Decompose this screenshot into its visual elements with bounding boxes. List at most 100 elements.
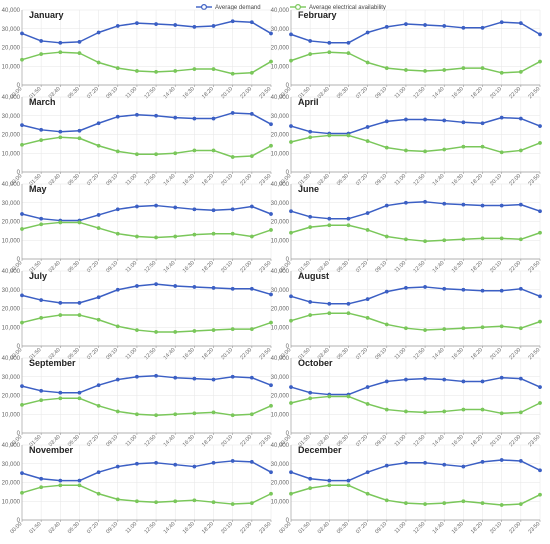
point-demand bbox=[249, 204, 254, 209]
x-tick-label: 05:30 bbox=[67, 260, 81, 274]
point-availability bbox=[308, 225, 313, 230]
point-demand bbox=[96, 295, 101, 300]
point-availability bbox=[538, 319, 542, 324]
x-tick-label: 05:30 bbox=[67, 521, 81, 535]
point-availability bbox=[480, 66, 485, 71]
point-demand bbox=[327, 301, 332, 306]
point-demand bbox=[77, 39, 82, 44]
point-demand bbox=[39, 38, 44, 43]
x-tick-label: 16:30 bbox=[182, 260, 196, 274]
point-demand bbox=[58, 300, 63, 305]
point-demand bbox=[211, 377, 216, 382]
point-demand bbox=[538, 209, 542, 214]
point-demand bbox=[499, 375, 504, 380]
point-availability bbox=[518, 326, 523, 331]
y-tick-label: 30,000 bbox=[271, 375, 290, 381]
panel-december: 0 10,000 20,000 30,000 40,000 00:00 01:50 03:40… bbox=[271, 443, 542, 535]
point-demand bbox=[77, 478, 82, 483]
point-demand bbox=[211, 285, 216, 290]
point-availability bbox=[384, 66, 389, 71]
point-demand bbox=[269, 31, 273, 36]
x-tick-label: 22:00 bbox=[239, 521, 253, 535]
point-availability bbox=[173, 234, 178, 239]
point-availability bbox=[154, 329, 159, 334]
y-tick-label: 30,000 bbox=[271, 462, 290, 468]
x-tick-label: 14:40 bbox=[163, 347, 177, 361]
x-tick-label: 01:50 bbox=[29, 521, 43, 535]
x-tick-label: 20:10 bbox=[489, 434, 503, 448]
point-demand bbox=[77, 128, 82, 133]
x-tick-label: 07:20 bbox=[86, 521, 100, 535]
x-tick-label: 18:20 bbox=[201, 434, 215, 448]
x-tick-label: 16:30 bbox=[451, 521, 465, 535]
point-demand bbox=[211, 208, 216, 213]
point-availability bbox=[423, 328, 428, 333]
point-availability bbox=[384, 322, 389, 327]
point-availability bbox=[346, 311, 351, 316]
y-tick-label: 40,000 bbox=[271, 182, 290, 188]
point-availability bbox=[461, 144, 466, 149]
x-tick-label: 07:20 bbox=[86, 86, 100, 100]
point-availability bbox=[518, 410, 523, 415]
x-tick-label: 16:30 bbox=[182, 347, 196, 361]
x-tick-label: 12:50 bbox=[144, 521, 158, 535]
point-demand bbox=[58, 478, 63, 483]
point-demand bbox=[308, 299, 313, 304]
panel-title: August bbox=[298, 271, 329, 281]
x-tick-label: 05:30 bbox=[336, 260, 350, 274]
point-availability bbox=[115, 231, 120, 236]
y-tick-label: 10,000 bbox=[271, 325, 290, 331]
point-demand bbox=[230, 19, 235, 24]
point-availability bbox=[384, 145, 389, 150]
y-tick-label: 0 bbox=[17, 257, 21, 263]
point-demand bbox=[134, 461, 139, 466]
point-availability bbox=[96, 403, 101, 408]
point-availability bbox=[249, 234, 254, 239]
point-demand bbox=[346, 40, 351, 45]
point-availability bbox=[230, 413, 235, 418]
x-tick-label: 09:10 bbox=[105, 86, 119, 100]
point-demand bbox=[96, 212, 101, 217]
point-demand bbox=[518, 286, 523, 291]
point-demand bbox=[77, 300, 82, 305]
point-availability bbox=[480, 325, 485, 330]
y-tick-label: 20,000 bbox=[271, 133, 290, 139]
point-availability bbox=[77, 136, 82, 141]
point-availability bbox=[289, 318, 293, 323]
point-availability bbox=[39, 485, 44, 490]
x-tick-label: 09:10 bbox=[105, 521, 119, 535]
point-availability bbox=[20, 142, 24, 147]
point-availability bbox=[58, 50, 63, 55]
point-availability bbox=[327, 311, 332, 316]
point-demand bbox=[154, 460, 159, 465]
point-availability bbox=[58, 135, 63, 140]
point-availability bbox=[423, 502, 428, 507]
point-demand bbox=[192, 284, 197, 289]
series-line-availability bbox=[290, 395, 541, 415]
y-tick-label: 0 bbox=[286, 344, 290, 350]
point-demand bbox=[384, 119, 389, 124]
point-demand bbox=[154, 282, 159, 287]
point-availability bbox=[39, 398, 44, 403]
point-demand bbox=[269, 470, 273, 475]
x-tick-label: 05:30 bbox=[336, 86, 350, 100]
point-availability bbox=[115, 324, 120, 329]
point-demand bbox=[518, 21, 523, 26]
x-tick-label: 18:20 bbox=[201, 521, 215, 535]
point-demand bbox=[211, 116, 216, 121]
point-demand bbox=[154, 373, 159, 378]
point-demand bbox=[365, 470, 370, 475]
point-demand bbox=[308, 129, 313, 134]
point-demand bbox=[480, 379, 485, 384]
point-demand bbox=[499, 458, 504, 462]
point-demand bbox=[327, 216, 332, 221]
y-tick-label: 40,000 bbox=[2, 356, 21, 362]
point-availability bbox=[20, 402, 24, 407]
point-demand bbox=[538, 124, 542, 129]
point-availability bbox=[384, 498, 389, 503]
point-demand bbox=[480, 121, 485, 126]
